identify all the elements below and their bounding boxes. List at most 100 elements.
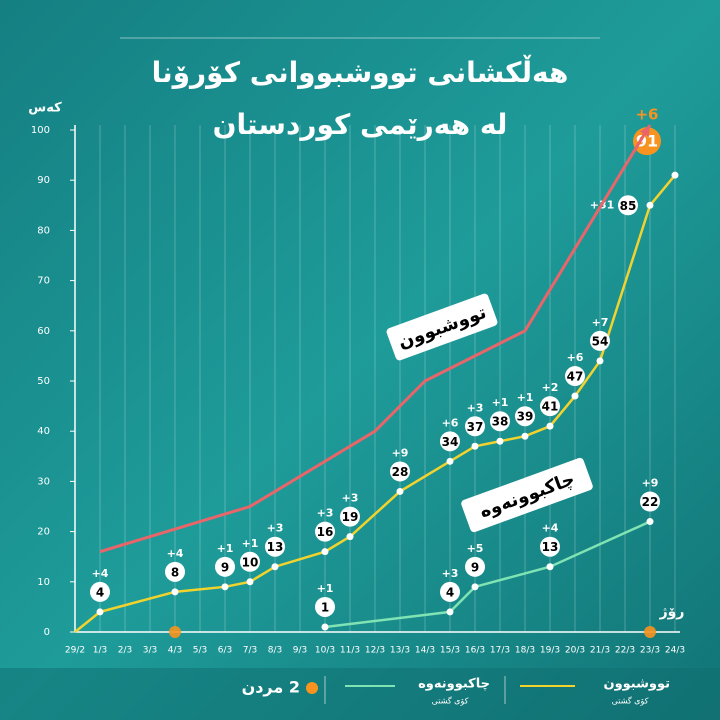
change-label: +2 xyxy=(542,381,559,394)
point xyxy=(546,563,554,571)
change-label: +9 xyxy=(392,446,409,459)
value-badge xyxy=(440,431,460,452)
point xyxy=(546,422,554,430)
point xyxy=(446,608,454,616)
point xyxy=(671,171,679,179)
y-tick-label: 0 xyxy=(44,627,50,638)
y-tick-label: 20 xyxy=(37,527,50,538)
x-tick-label: 12/3 xyxy=(365,646,385,656)
change-label: +3 xyxy=(342,492,359,505)
chart-subtitle: لە هەرێمی کوردستان xyxy=(213,108,508,141)
x-tick-label: 15/3 xyxy=(440,646,460,656)
value-badge xyxy=(315,596,335,617)
change-label: +6 xyxy=(635,106,658,124)
point xyxy=(321,623,329,631)
x-tick-label: 9/3 xyxy=(293,646,307,656)
value-label: 54 xyxy=(592,334,609,348)
point xyxy=(171,588,179,596)
value-badge xyxy=(265,536,285,557)
legend-label: چاکبوونەوە xyxy=(418,677,490,692)
trend-arrowhead xyxy=(639,124,650,137)
value-badge xyxy=(240,551,260,572)
change-label: +1 xyxy=(217,542,234,555)
value-badge xyxy=(340,506,360,527)
value-label: 22 xyxy=(642,495,659,509)
value-label: 28 xyxy=(392,465,409,479)
change-label: +3 xyxy=(442,567,459,580)
point xyxy=(646,201,654,209)
x-tick-label: 6/3 xyxy=(218,646,232,656)
value-badge xyxy=(515,406,535,427)
x-tick-label: 23/3 xyxy=(640,646,660,656)
series-tag xyxy=(386,293,498,361)
value-label: 47 xyxy=(567,370,584,384)
value-badge xyxy=(215,556,235,577)
value-label: 8 xyxy=(171,565,179,579)
y-tick-label: 70 xyxy=(37,276,50,287)
point xyxy=(246,578,254,586)
chart-title: هەڵکشانی تووشبووانی کۆرۆنا xyxy=(152,55,569,89)
value-badge xyxy=(90,581,110,602)
change-label: +3 xyxy=(467,401,484,414)
point xyxy=(96,608,104,616)
series-tag xyxy=(461,457,593,533)
x-tick-label: 10/3 xyxy=(315,646,335,656)
change-label: +6 xyxy=(442,416,459,429)
point xyxy=(471,583,479,591)
x-tick-label: 1/3 xyxy=(93,646,107,656)
change-label: +4 xyxy=(542,522,559,535)
change-label: +7 xyxy=(592,316,609,329)
value-badge xyxy=(315,521,335,542)
point xyxy=(221,583,229,591)
x-tick-label: 19/3 xyxy=(540,646,560,656)
change-label: +3 xyxy=(317,507,334,520)
value-label: 38 xyxy=(492,415,509,429)
value-label: 16 xyxy=(317,525,334,539)
trend-line xyxy=(99,124,652,554)
point xyxy=(271,563,279,571)
x-tick-label: 22/3 xyxy=(615,646,635,656)
value-label: 85 xyxy=(620,199,637,213)
legend-label: 2 مردن xyxy=(242,678,300,697)
point xyxy=(521,432,529,440)
change-label: +1 xyxy=(242,537,259,550)
x-tick-label: 14/3 xyxy=(415,646,435,656)
death-marker xyxy=(169,626,181,638)
y-tick-label: 10 xyxy=(37,577,50,588)
value-label: 41 xyxy=(542,400,559,414)
x-tick-label: 24/3 xyxy=(665,646,685,656)
change-label: +5 xyxy=(467,542,484,555)
value-badge xyxy=(165,561,185,582)
x-tick-label: 3/3 xyxy=(143,646,157,656)
change-label: +4 xyxy=(92,567,109,580)
change-label: +9 xyxy=(642,477,659,490)
y-tick-label: 30 xyxy=(37,476,50,487)
value-badge xyxy=(618,195,638,216)
x-axis-label: رۆژ xyxy=(659,604,685,620)
y-tick-label: 80 xyxy=(37,225,50,236)
value-label: 10 xyxy=(242,555,259,569)
series-line xyxy=(74,174,676,633)
x-tick-label: 11/3 xyxy=(340,646,360,656)
point xyxy=(346,533,354,541)
value-badge xyxy=(640,491,660,512)
change-label: +1 xyxy=(317,582,334,595)
value-badge xyxy=(565,366,585,387)
point xyxy=(496,437,504,445)
value-label: 19 xyxy=(342,510,359,524)
value-badge xyxy=(465,416,485,437)
legend-swatch xyxy=(306,682,318,694)
x-tick-label: 13/3 xyxy=(390,646,410,656)
death-marker xyxy=(644,626,656,638)
value-label: 9 xyxy=(221,560,229,574)
value-label: 4 xyxy=(446,585,454,599)
point xyxy=(446,457,454,465)
value-label: 13 xyxy=(267,540,284,554)
value-badge xyxy=(390,461,410,482)
change-label: +4 xyxy=(167,547,184,560)
x-tick-label: 2/3 xyxy=(118,646,132,656)
y-tick-label: 40 xyxy=(37,426,50,437)
x-tick-label: 21/3 xyxy=(590,646,610,656)
x-tick-label: 16/3 xyxy=(465,646,485,656)
